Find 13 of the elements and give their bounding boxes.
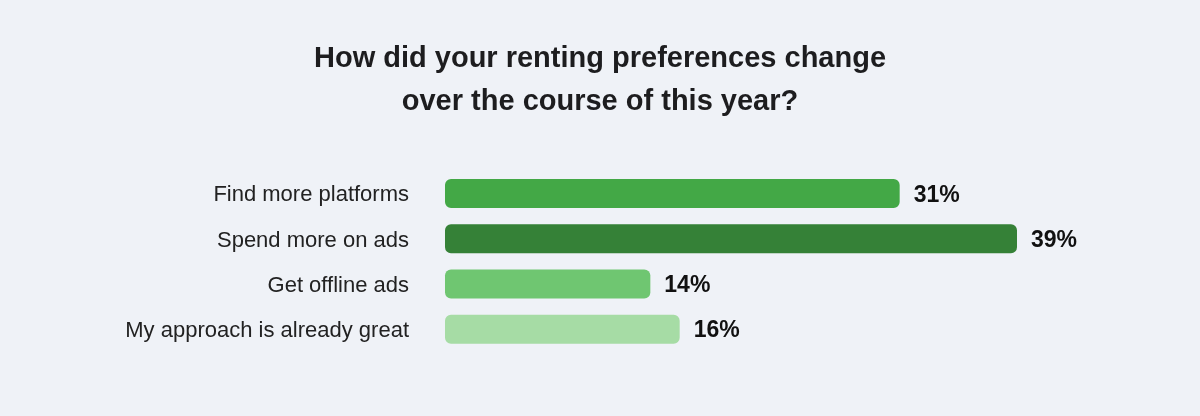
chart-title: How did your renting preferences change over the course of this year?: [312, 40, 888, 118]
y-tick-label: My approach is already great: [125, 317, 409, 343]
bar: [445, 224, 1017, 254]
bar: [445, 314, 680, 344]
y-tick-label: Find more platforms: [213, 181, 409, 207]
data-label: 16%: [693, 316, 740, 343]
data-label: 31%: [913, 180, 960, 207]
y-tick-label: Get offline ads: [267, 271, 409, 297]
y-tick-label: Spend more on ads: [216, 226, 409, 252]
bar: [445, 179, 900, 208]
bar: [445, 269, 651, 299]
data-label: 14%: [664, 271, 711, 298]
data-label: 39%: [1031, 225, 1078, 252]
